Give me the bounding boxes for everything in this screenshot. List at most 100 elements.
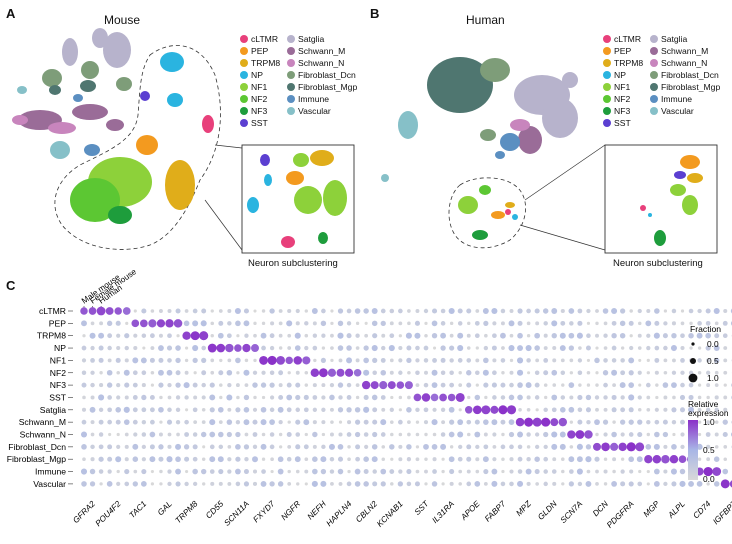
expression-dot (227, 481, 232, 486)
expression-dot (628, 357, 635, 364)
expression-dot (123, 369, 130, 376)
expression-dot (703, 466, 713, 477)
expression-dot (295, 432, 301, 437)
expression-dot (81, 320, 87, 327)
color-legend-tick: 0.0 (703, 474, 715, 484)
expression-dot (125, 321, 129, 325)
expression-dot (243, 406, 250, 413)
expression-dot (526, 358, 531, 363)
panel-b-title: Human (466, 13, 505, 27)
expression-dot (269, 481, 275, 487)
expression-dot (457, 332, 464, 339)
expression-dot (354, 431, 361, 438)
expression-dot (107, 456, 113, 462)
legend-b-item: NP (603, 70, 626, 81)
expression-dot (107, 407, 112, 413)
expression-dot (337, 308, 344, 314)
vascular-swatch-icon (650, 107, 658, 115)
expression-dot (107, 395, 112, 400)
size-legend-value: 0.5 (707, 356, 719, 366)
expression-dot (663, 309, 668, 313)
expression-dot (227, 445, 232, 449)
expression-dot (406, 357, 412, 364)
legend-a-item: Schwann_N (287, 58, 344, 69)
expression-dot (492, 457, 497, 462)
legend-label: NP (614, 70, 626, 80)
expression-dot (645, 444, 652, 450)
expression-dot (259, 355, 268, 365)
row-label: SST (49, 392, 66, 402)
legend-label: NP (251, 70, 263, 80)
expression-dot (201, 370, 207, 376)
panel-b-letter: B (370, 6, 380, 21)
expression-dot (200, 320, 207, 327)
expression-dot (329, 469, 335, 474)
expression-dot (492, 333, 497, 339)
expression-dot (424, 482, 428, 486)
expression-dot (697, 457, 702, 461)
legend-b-item: Vascular (650, 106, 694, 117)
expression-dot (561, 482, 565, 486)
expression-dot (432, 469, 437, 474)
expression-dot (603, 346, 608, 350)
expression-dot (515, 417, 525, 427)
expression-dot (192, 345, 199, 352)
expression-dot (663, 481, 668, 487)
expression-dot (611, 394, 617, 400)
expression-dot (167, 395, 172, 400)
expression-dot (344, 368, 354, 377)
expression-dot (729, 480, 732, 488)
mouse-neuron-outline (54, 45, 221, 250)
expression-dot (227, 457, 232, 462)
expression-dot (620, 370, 626, 376)
expression-dot (107, 444, 113, 450)
expression-dot (449, 382, 455, 388)
legend-label: Satglia (298, 34, 325, 44)
expression-dot (619, 382, 626, 389)
expression-dot (287, 346, 292, 350)
expression-dot (415, 420, 420, 424)
expression-dot (621, 457, 625, 461)
cltmr-swatch-icon (240, 35, 248, 43)
expression-dot (380, 468, 387, 475)
legend-a-item: Immune (287, 94, 329, 105)
expression-dot (200, 468, 207, 475)
expression-dot (586, 308, 591, 314)
expression-dot (398, 321, 403, 326)
expression-dot (457, 358, 463, 363)
expression-dot (661, 454, 670, 464)
human-fibroblast-cluster (427, 57, 510, 113)
expression-dot (671, 370, 677, 375)
expression-dot (509, 457, 514, 462)
expression-dot (672, 432, 676, 437)
expression-dot (156, 319, 166, 328)
expression-dot (80, 431, 88, 438)
expression-dot (628, 432, 634, 437)
expression-dot (500, 481, 506, 487)
expression-dot (440, 357, 446, 363)
expression-dot (723, 407, 728, 412)
expression-dot (276, 356, 286, 365)
expression-dot (252, 481, 258, 486)
expression-dot (415, 469, 420, 474)
expression-dot (337, 320, 344, 327)
expression-dot (475, 469, 480, 474)
expression-dot (372, 431, 378, 438)
expression-dot (612, 420, 616, 424)
expression-dot (312, 333, 318, 338)
expression-dot (559, 345, 566, 352)
expression-dot (431, 419, 438, 426)
expression-dot (184, 358, 189, 363)
np-swatch-icon (240, 71, 248, 79)
expression-dot (577, 394, 583, 401)
expression-dot (637, 408, 642, 412)
color-scale-bar (688, 420, 698, 480)
expression-dot (501, 432, 505, 437)
expression-dot (475, 370, 480, 376)
expression-dot (183, 444, 190, 450)
expression-dot (501, 371, 505, 375)
expression-dot (492, 370, 497, 376)
expression-dot (243, 369, 250, 376)
expression-dot (261, 345, 266, 351)
expression-dot (219, 358, 223, 363)
